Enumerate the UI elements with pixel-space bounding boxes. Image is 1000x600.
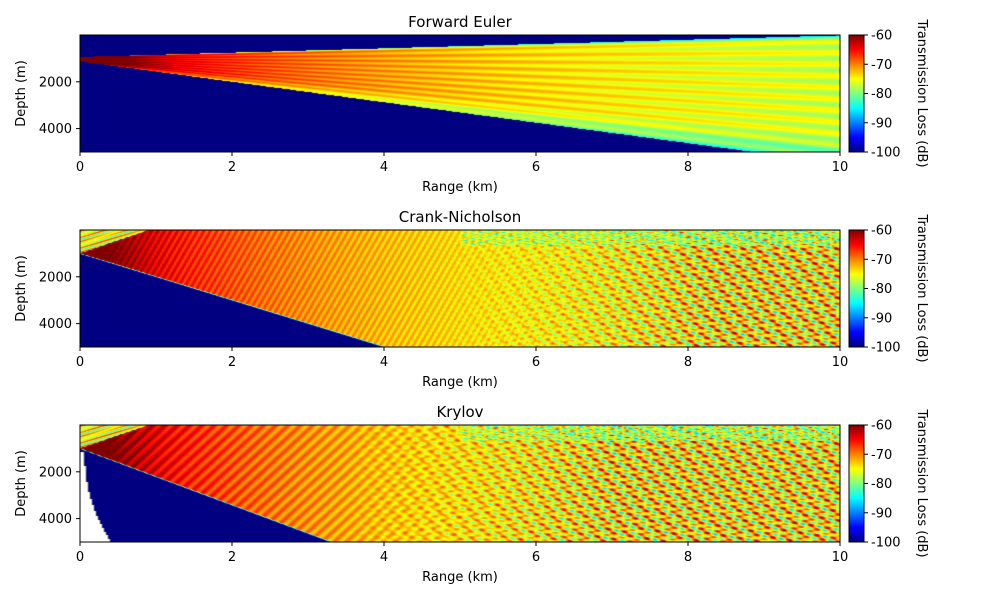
colorbar-tick-label: -60 [871,419,892,434]
x-axis-label: Range (km) [422,375,498,390]
colorbar-tick-label: -70 [871,253,892,268]
y-tick-label: 2000 [39,465,72,480]
x-tick-label: 10 [832,550,849,565]
chart-title: Crank-Nicholson [399,208,521,226]
y-tick-label: 2000 [39,75,72,90]
chart-title: Forward Euler [408,13,512,31]
y-tick-label: 4000 [39,512,72,527]
x-tick-label: 2 [228,160,236,175]
colorbar-label: Transmission Loss (dB) [914,408,929,557]
y-tick-label: 4000 [39,317,72,332]
panel-2 [76,424,868,546]
x-tick-label: 2 [228,355,236,370]
x-tick-label: 10 [832,160,849,175]
x-axis-label: Range (km) [422,180,498,195]
x-tick-label: 8 [684,550,692,565]
x-tick-label: 2 [228,550,236,565]
heatmap-image [80,35,840,152]
chart-title: Krylov [436,403,483,421]
colorbar-tick-label: -100 [871,146,901,161]
x-tick-label: 4 [380,550,388,565]
panel-0 [76,34,868,156]
plot-frame [79,424,841,543]
colorbar-tick-label: -90 [871,311,892,326]
x-tick-label: 6 [532,550,540,565]
colorbar-tick-label: -70 [871,58,892,73]
x-tick-label: 0 [76,550,84,565]
colorbar-tick-label: -90 [871,506,892,521]
x-axis-label: Range (km) [422,570,498,585]
y-tick-label: 2000 [39,270,72,285]
colorbar-tick-label: -80 [871,282,892,297]
colorbar-tick-label: -60 [871,29,892,44]
x-tick-label: 4 [380,160,388,175]
colorbar-tick-label: -80 [871,87,892,102]
plot-frame [79,34,841,153]
plot-frame [79,229,841,348]
colorbar-tick-label: -60 [871,224,892,239]
colorbar-tick-label: -100 [871,341,901,356]
colorbar [848,229,865,348]
y-axis-label: Depth (m) [14,450,29,517]
x-tick-label: 4 [380,355,388,370]
heatmap-image [80,425,840,542]
colorbar-tick-label: -70 [871,448,892,463]
colorbar-label: Transmission Loss (dB) [914,18,929,167]
x-tick-label: 6 [532,355,540,370]
x-tick-label: 0 [76,355,84,370]
colorbar-tick-label: -80 [871,477,892,492]
colorbar-label: Transmission Loss (dB) [914,213,929,362]
x-tick-label: 8 [684,355,692,370]
y-axis-label: Depth (m) [14,60,29,127]
panel-1 [76,229,868,351]
y-axis-label: Depth (m) [14,255,29,322]
colorbar-tick-label: -90 [871,116,892,131]
x-tick-label: 10 [832,355,849,370]
colorbar [848,424,865,543]
heatmap-image [80,230,840,347]
x-tick-label: 6 [532,160,540,175]
colorbar [848,34,865,153]
y-tick-label: 4000 [39,122,72,137]
colorbar-tick-label: -100 [871,536,901,551]
x-tick-label: 0 [76,160,84,175]
x-tick-label: 8 [684,160,692,175]
